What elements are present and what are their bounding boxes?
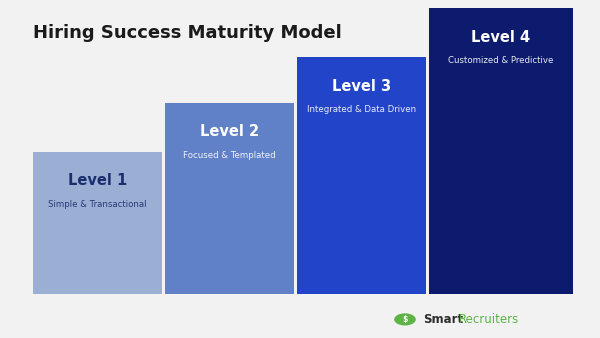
Text: Recruiters: Recruiters	[459, 313, 519, 326]
Text: Integrated & Data Driven: Integrated & Data Driven	[307, 105, 416, 114]
Text: Customized & Predictive: Customized & Predictive	[448, 56, 554, 65]
Text: Hiring Success Maturity Model: Hiring Success Maturity Model	[33, 24, 342, 42]
Bar	[165, 103, 294, 294]
Text: •: •	[403, 310, 413, 329]
Text: Level 1: Level 1	[68, 173, 127, 188]
Bar	[429, 8, 573, 294]
Circle shape	[394, 313, 416, 325]
Text: Smart: Smart	[423, 313, 463, 326]
Text: Level 2: Level 2	[200, 124, 259, 139]
Text: Focused & Templated: Focused & Templated	[183, 151, 276, 160]
Text: $: $	[403, 315, 407, 324]
Text: Level 4: Level 4	[472, 30, 530, 45]
Bar	[33, 152, 162, 294]
Bar	[297, 57, 426, 294]
Text: Simple & Transactional: Simple & Transactional	[48, 200, 147, 209]
Text: Level 3: Level 3	[332, 79, 391, 94]
